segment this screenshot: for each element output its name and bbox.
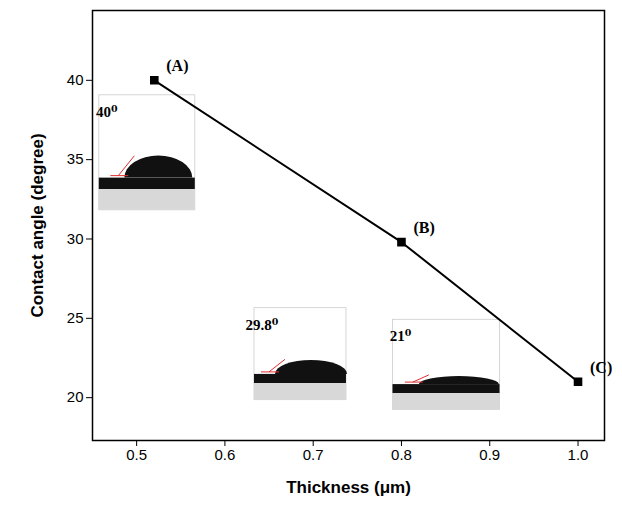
svg-text:35: 35	[67, 150, 84, 167]
svg-text:Contact angle (degree): Contact angle (degree)	[28, 133, 47, 317]
svg-text:(A): (A)	[166, 57, 188, 75]
svg-text:40⁰: 40⁰	[96, 104, 118, 120]
svg-text:(C): (C)	[590, 359, 612, 377]
svg-text:25: 25	[67, 309, 84, 326]
svg-text:Thickness (μm): Thickness (μm)	[286, 478, 411, 497]
svg-text:21⁰: 21⁰	[390, 328, 412, 344]
svg-text:20: 20	[67, 388, 84, 405]
svg-text:0.7: 0.7	[303, 446, 324, 463]
svg-text:0.6: 0.6	[214, 446, 235, 463]
svg-text:0.9: 0.9	[479, 446, 500, 463]
svg-text:29.8⁰: 29.8⁰	[246, 317, 279, 333]
svg-text:(B): (B)	[413, 219, 434, 237]
svg-text:0.5: 0.5	[126, 446, 147, 463]
svg-text:1.0: 1.0	[568, 446, 589, 463]
svg-text:30: 30	[67, 230, 84, 247]
svg-text:40: 40	[67, 71, 84, 88]
svg-text:0.8: 0.8	[391, 446, 412, 463]
